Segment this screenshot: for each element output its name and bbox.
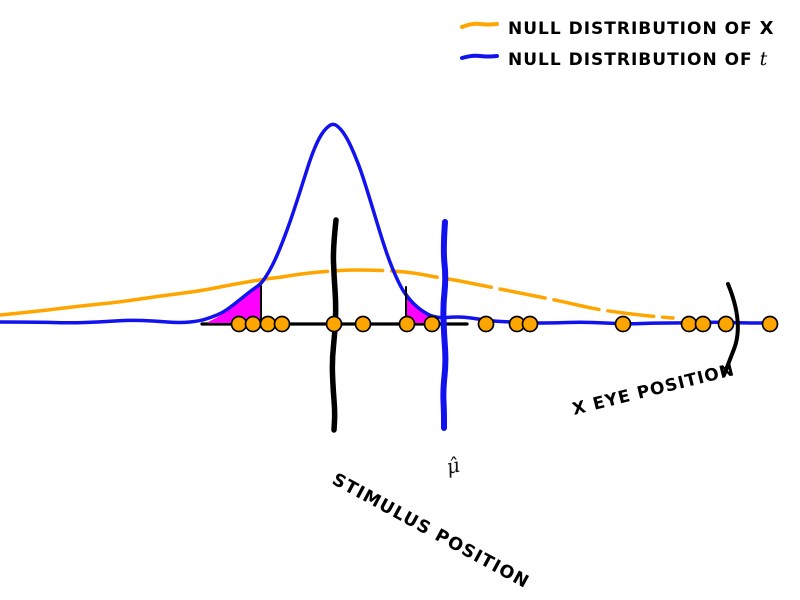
eye-position-dot [244,315,262,333]
null-x-curve-dashed [280,268,675,320]
eye-position-dot [423,315,441,333]
stimulus-position-line [329,217,339,433]
eye-position-dot [230,315,248,333]
eye-position-dot [694,315,712,333]
legend-label-t-text: NULL DISTRIBUTION OF [508,50,753,70]
eye-position-label: X EYE POSITION [570,360,737,420]
legend-swatch-x-icon [460,21,499,29]
eye-position-dot [680,315,698,333]
legend-swatch-t-icon [460,53,499,60]
eye-position-dot [614,315,632,333]
mu-hat-label: μ̂ [444,453,462,479]
eye-position-dot [398,315,416,333]
eye-position-dot [325,315,343,333]
eye-position-label-var: X [570,397,589,420]
legend-label-t: NULL DISTRIBUTION OF t [508,48,768,70]
legend: NULL DISTRIBUTION OF X NULL DISTRIBUTION … [460,18,775,70]
right-critical-region [406,291,439,323]
eye-position-dot [717,315,735,333]
legend-label-x-text: NULL DISTRIBUTION OF [508,19,753,39]
eye-position-label-text: EYE POSITION [591,360,737,415]
axis-end-chevron [722,282,740,377]
null-x-curve [0,275,284,317]
null-t-curve [0,122,772,326]
legend-label-x: NULL DISTRIBUTION OF X [508,18,775,39]
chart-layers [0,122,779,433]
legend-label-t-var: t [760,48,768,70]
eye-position-dot [477,315,495,333]
eye-position-dot [273,315,291,333]
eye-position-dot [521,315,539,333]
eye-position-dot [259,315,277,333]
mu-hat-line [440,219,449,431]
eye-position-dot [354,315,372,333]
legend-label-x-var: X [760,18,775,39]
stimulus-position-label: STIMULUS POSITION [329,470,533,593]
eye-position-dot [761,315,779,333]
